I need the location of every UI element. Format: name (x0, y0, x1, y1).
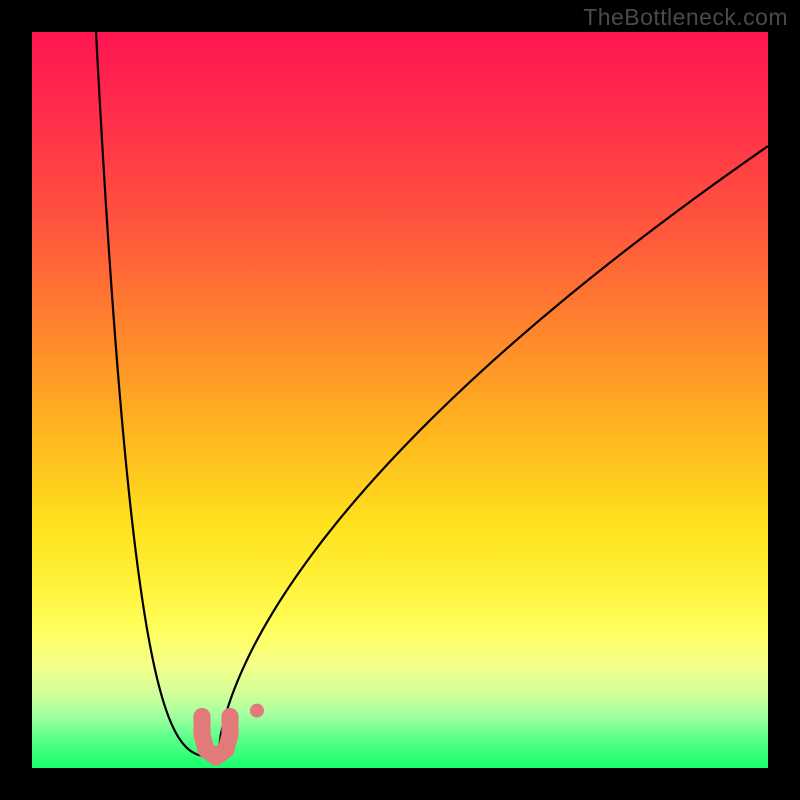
chart-container: TheBottleneck.com (0, 0, 800, 800)
marker-dot (250, 704, 264, 718)
watermark-text: TheBottleneck.com (583, 4, 788, 31)
marker-u-bead (218, 741, 235, 758)
marker-u-bead (222, 726, 239, 743)
marker-u-bead (194, 726, 211, 743)
chart-svg (32, 32, 768, 768)
marker-u-bead (222, 708, 239, 725)
gradient-background (32, 32, 768, 768)
marker-u-bead (194, 708, 211, 725)
